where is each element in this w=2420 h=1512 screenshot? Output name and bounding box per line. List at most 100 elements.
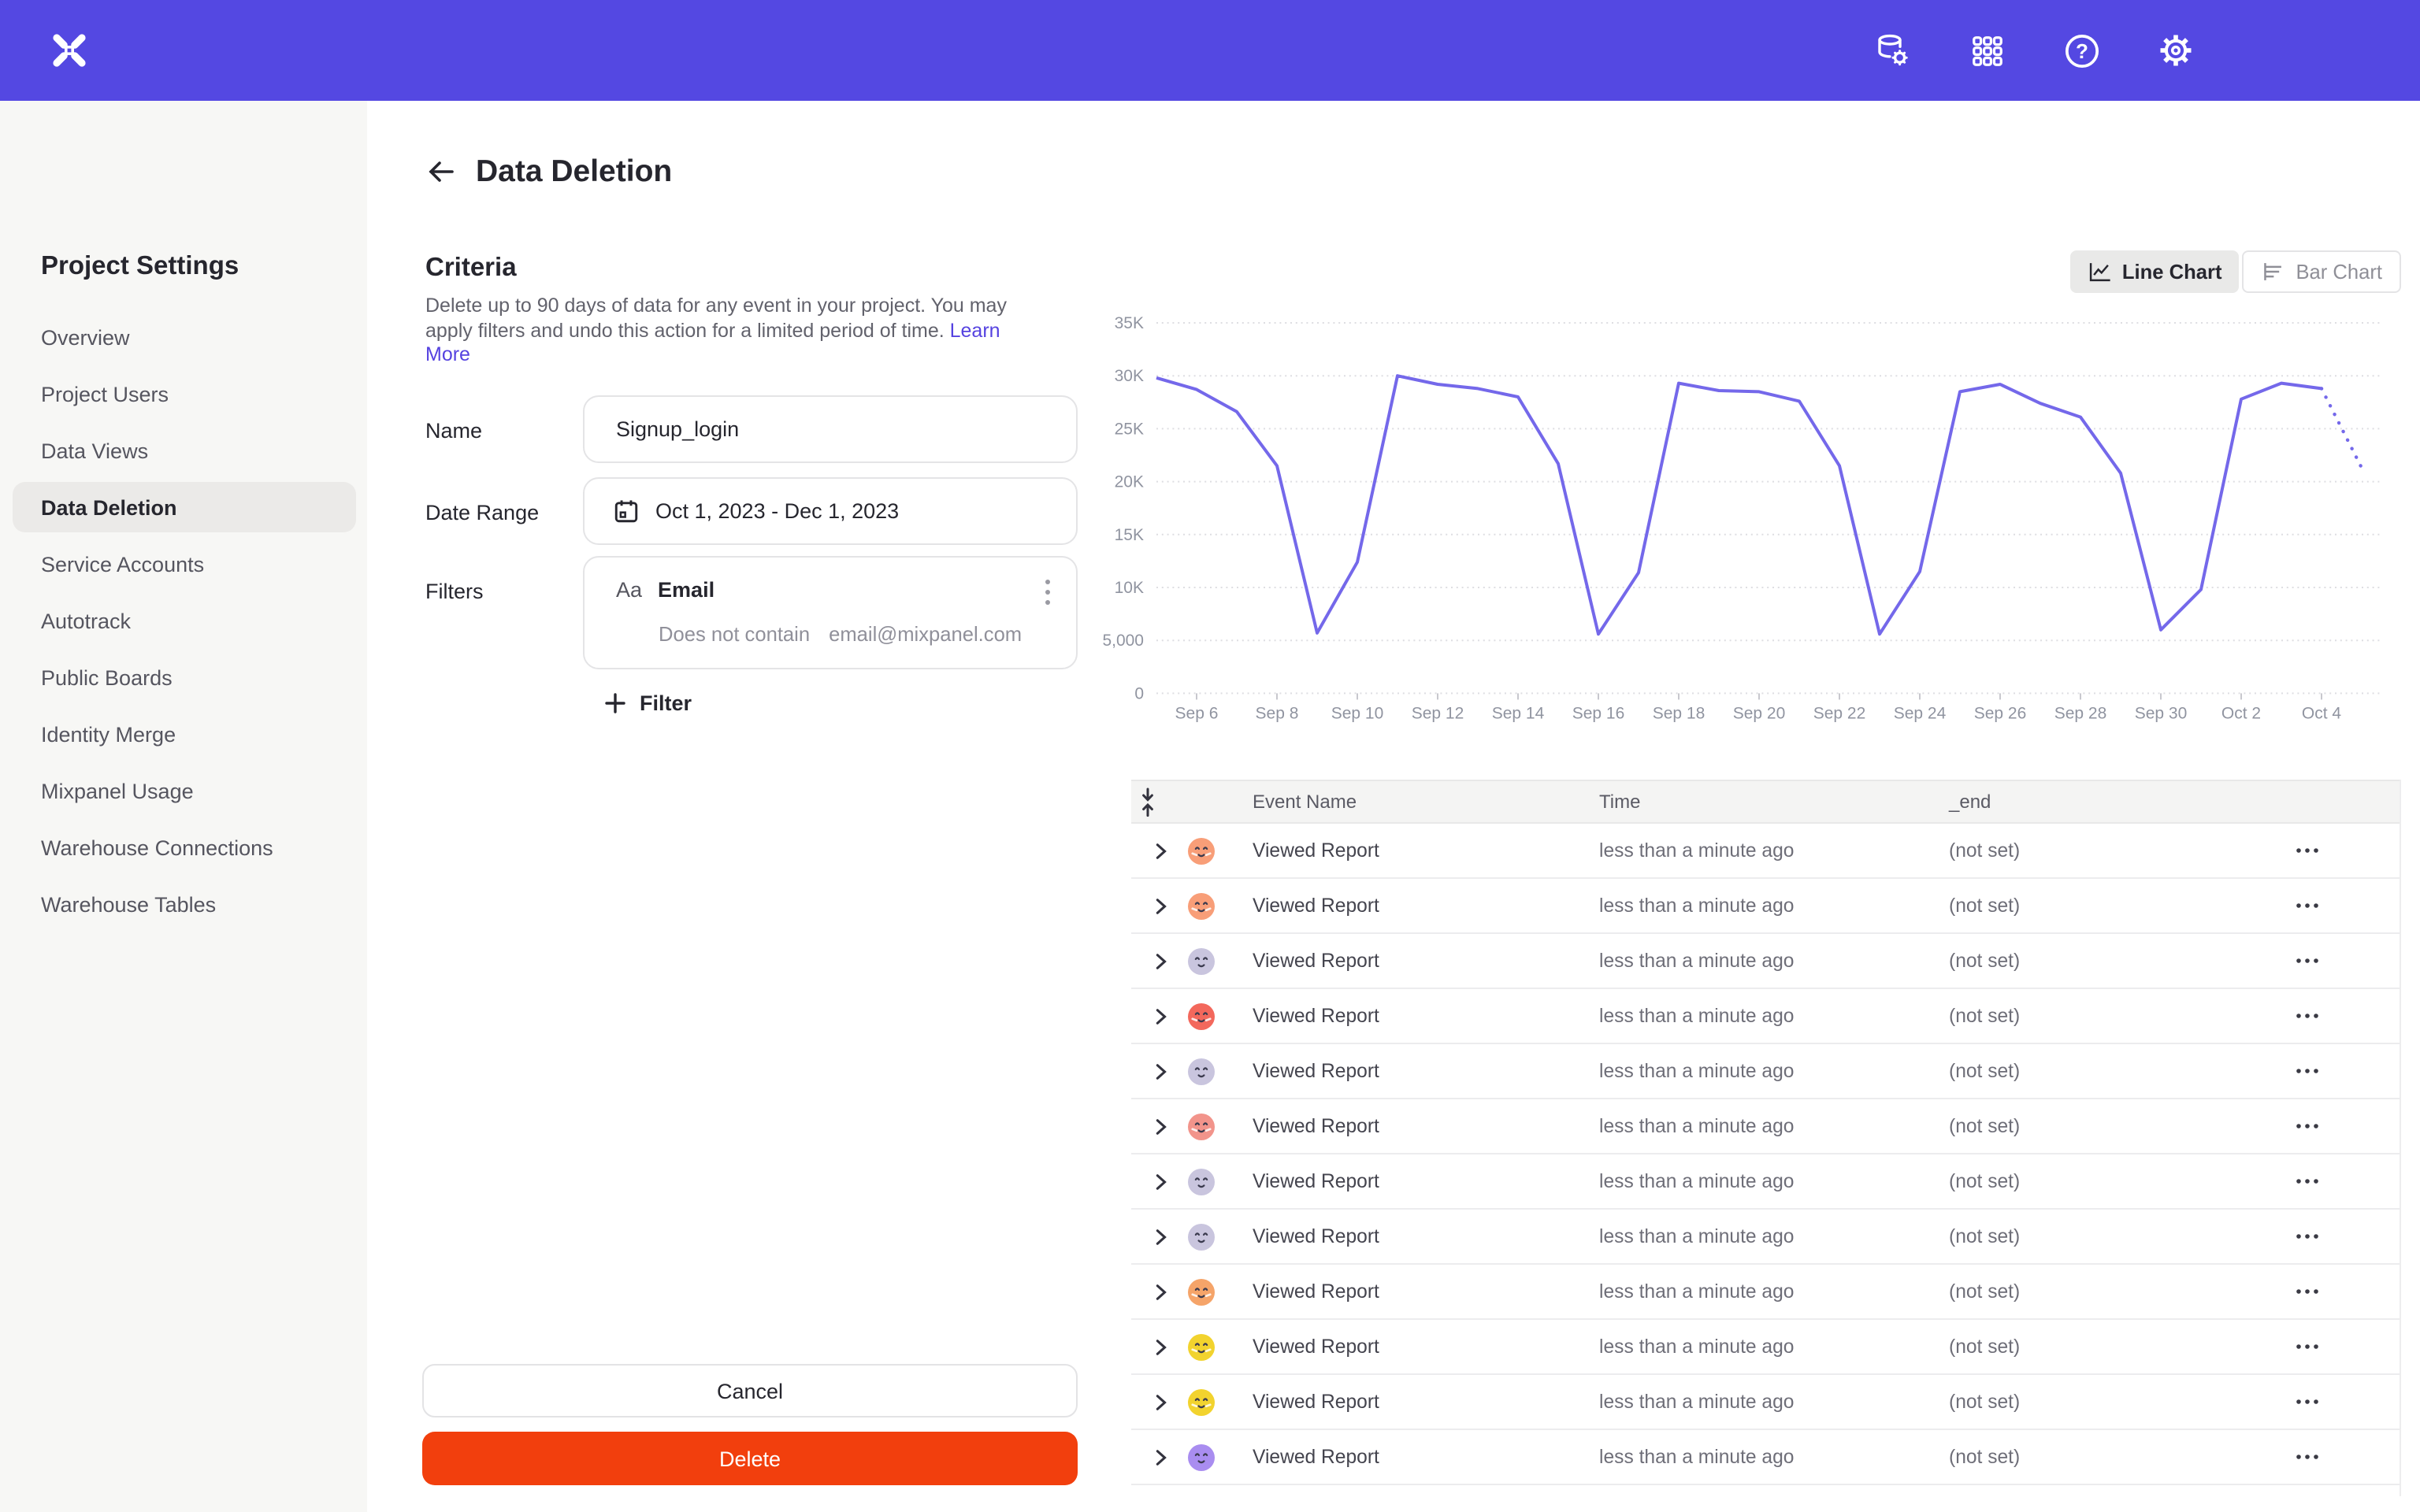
row-expand-chevron-icon[interactable] [1131,1117,1188,1135]
svg-text:Sep 12: Sep 12 [1412,704,1464,722]
add-filter-button[interactable]: Filter [605,691,692,715]
svg-text:10K: 10K [1115,579,1144,597]
top-bar-actions: ? [1872,0,2196,101]
header-end[interactable]: _end [1949,791,1991,813]
sidebar-item-warehouse-tables[interactable]: Warehouse Tables [0,876,367,932]
svg-text:Sep 26: Sep 26 [1974,704,2027,722]
row-ellipsis-menu-icon[interactable] [2212,902,2400,909]
help-icon[interactable]: ? [2061,30,2102,71]
sidebar-nav: Overview Project Users Data Views Data Dele… [0,309,367,932]
avatar [1188,1278,1253,1305]
filter-condition-row: Does not contain email@mixpanel.com [659,622,1022,646]
sidebar-item-identity-merge[interactable]: Identity Merge [0,706,367,762]
header-time[interactable]: Time [1599,791,1641,813]
event-name-cell: Viewed Report [1253,1170,1379,1192]
row-expand-chevron-icon[interactable] [1131,952,1188,969]
row-expand-chevron-icon[interactable] [1131,1448,1188,1466]
row-ellipsis-menu-icon[interactable] [2212,1454,2400,1460]
svg-text:Sep 8: Sep 8 [1256,704,1299,722]
row-expand-chevron-icon[interactable] [1131,1338,1188,1355]
chart-type-toggle: Line Chart Bar Chart [2069,250,2401,293]
row-ellipsis-menu-icon[interactable] [2212,1068,2400,1074]
row-ellipsis-menu-icon[interactable] [2212,847,2400,854]
filter-property: Email [658,578,715,602]
delete-button[interactable]: Delete [422,1432,1078,1485]
sidebar-item-public-boards[interactable]: Public Boards [0,649,367,706]
row-expand-chevron-icon[interactable] [1131,1393,1188,1410]
svg-text:Sep 28: Sep 28 [2054,704,2107,722]
name-input[interactable] [583,395,1078,463]
filter-kebab-menu-icon[interactable] [1045,578,1051,614]
date-range-value: Oct 1, 2023 - Dec 1, 2023 [655,499,900,523]
row-expand-chevron-icon[interactable] [1131,1007,1188,1025]
row-ellipsis-menu-icon[interactable] [2212,1399,2400,1405]
learn-more-link[interactable]: Learn More [425,319,1000,365]
sidebar-item-autotrack[interactable]: Autotrack [0,592,367,649]
time-cell: less than a minute ago [1599,1005,1795,1027]
date-range-input[interactable]: Oct 1, 2023 - Dec 1, 2023 [583,477,1078,545]
avatar [1188,1168,1253,1195]
row-ellipsis-menu-icon[interactable] [2212,1123,2400,1129]
row-expand-chevron-icon[interactable] [1131,1283,1188,1300]
sidebar-item-label: Project Users [41,382,169,406]
filter-operator[interactable]: Does not contain [659,622,811,646]
row-expand-chevron-icon[interactable] [1131,1062,1188,1080]
back-arrow-icon[interactable] [425,156,457,187]
events-line-chart[interactable]: 35K 30K 25K 20K 15K 10K 5,000 0 Sep 6 Sep 8 Sep 10… [1103,309,2401,753]
sidebar-item-warehouse-connections[interactable]: Warehouse Connections [0,819,367,876]
row-expand-chevron-icon[interactable] [1131,1228,1188,1245]
event-name-cell: Viewed Report [1253,1391,1379,1413]
row-ellipsis-menu-icon[interactable] [2212,1013,2400,1019]
settings-gear-icon[interactable] [2155,30,2196,71]
sidebar-item-overview[interactable]: Overview [0,309,367,365]
date-range-label: Date Range [425,501,540,524]
row-ellipsis-menu-icon[interactable] [2212,1178,2400,1184]
sidebar-item-label: Warehouse Connections [41,836,273,859]
database-gear-icon[interactable] [1872,30,1913,71]
row-ellipsis-menu-icon[interactable] [2212,958,2400,964]
svg-text:Sep 22: Sep 22 [1813,704,1866,722]
bar-chart-toggle[interactable]: Bar Chart [2242,250,2401,293]
bar-chart-icon [2264,263,2282,280]
row-expand-chevron-icon[interactable] [1131,897,1188,914]
sidebar-item-project-users[interactable]: Project Users [0,365,367,422]
sidebar-item-data-deletion[interactable]: Data Deletion [0,479,367,536]
svg-text:Sep 30: Sep 30 [2135,704,2188,722]
sidebar-item-data-views[interactable]: Data Views [0,422,367,479]
sidebar: Project Settings Overview Project Users Da… [0,101,367,1512]
end-cell: (not set) [1949,1005,2021,1027]
filter-value[interactable]: email@mixpanel.com [829,622,1023,646]
filter-card[interactable]: Aa Email Does not contain email@mixpanel… [583,556,1078,669]
row-ellipsis-menu-icon[interactable] [2212,1343,2400,1350]
table-body: Viewed Report less than a minute ago (not … [1131,824,2400,1496]
row-ellipsis-menu-icon[interactable] [2212,1233,2400,1240]
sort-icon[interactable] [1131,787,1188,817]
event-name-cell: Viewed Report [1253,1115,1379,1137]
end-cell: (not set) [1949,1280,2021,1303]
row-expand-chevron-icon[interactable] [1131,1173,1188,1190]
apps-grid-icon[interactable] [1966,30,2007,71]
end-cell: (not set) [1949,950,2021,972]
line-chart-toggle[interactable]: Line Chart [2069,250,2240,293]
mixpanel-logo-icon[interactable] [50,32,88,69]
cancel-button[interactable]: Cancel [422,1364,1078,1418]
row-ellipsis-menu-icon[interactable] [2212,1288,2400,1295]
header-event-name[interactable]: Event Name [1253,791,1357,813]
sidebar-item-service-accounts[interactable]: Service Accounts [0,536,367,592]
row-expand-chevron-icon[interactable] [1131,842,1188,859]
sidebar-item-mixpanel-usage[interactable]: Mixpanel Usage [0,762,367,819]
end-cell: (not set) [1949,1225,2021,1247]
